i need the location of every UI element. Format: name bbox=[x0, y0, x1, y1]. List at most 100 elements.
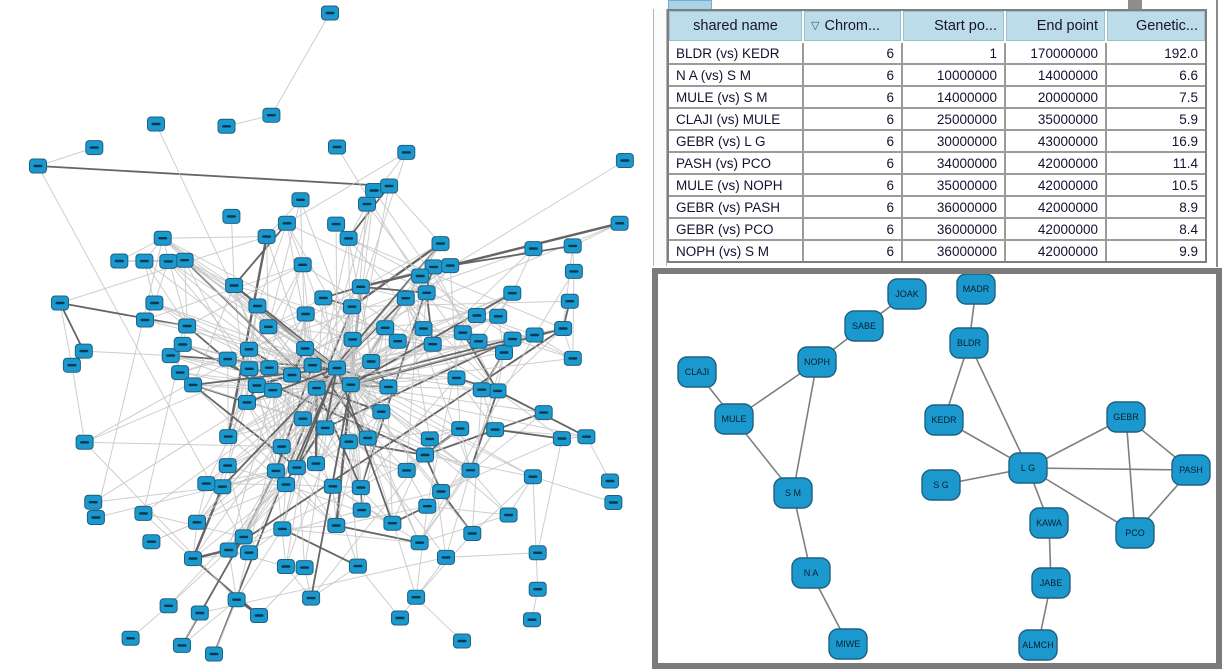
network-node[interactable] bbox=[341, 377, 360, 393]
network-node[interactable] bbox=[178, 318, 197, 334]
table-cell[interactable]: 36000000 bbox=[903, 241, 1006, 261]
network-node[interactable] bbox=[416, 447, 434, 463]
network-node[interactable] bbox=[339, 434, 358, 450]
network-edge[interactable] bbox=[168, 549, 230, 607]
network-edge[interactable] bbox=[310, 454, 426, 599]
network-edge[interactable] bbox=[230, 216, 235, 286]
hscroll-fragment[interactable] bbox=[1128, 0, 1142, 9]
network-node[interactable] bbox=[51, 295, 69, 311]
network-node-KAWA[interactable]: KAWA bbox=[1029, 507, 1069, 539]
network-edge[interactable] bbox=[285, 384, 352, 567]
network-edge[interactable] bbox=[445, 552, 538, 558]
network-node-SABE[interactable]: SABE bbox=[844, 310, 884, 342]
table-cell[interactable]: BLDR (vs) KEDR bbox=[669, 43, 804, 65]
network-node[interactable] bbox=[197, 476, 216, 492]
network-node[interactable] bbox=[525, 327, 544, 343]
network-node[interactable] bbox=[376, 320, 395, 336]
network-edge[interactable] bbox=[322, 297, 338, 369]
network-node[interactable] bbox=[293, 257, 312, 273]
network-edge[interactable] bbox=[257, 305, 338, 369]
column-header-start-po-[interactable]: Start po... bbox=[903, 11, 1006, 43]
network-node[interactable] bbox=[327, 216, 346, 232]
network-node[interactable] bbox=[250, 608, 268, 623]
overview-network-canvas[interactable] bbox=[0, 0, 652, 669]
network-node[interactable] bbox=[136, 312, 154, 328]
network-node[interactable] bbox=[503, 285, 522, 301]
network-node[interactable] bbox=[362, 354, 381, 369]
network-edge[interactable] bbox=[227, 343, 433, 438]
network-node[interactable] bbox=[314, 290, 333, 306]
network-edge[interactable] bbox=[282, 528, 420, 544]
network-edge[interactable] bbox=[228, 390, 274, 551]
network-edge[interactable] bbox=[316, 327, 386, 389]
network-edge[interactable] bbox=[440, 438, 563, 492]
network-node[interactable] bbox=[383, 515, 402, 531]
network-node[interactable] bbox=[218, 351, 237, 367]
network-node[interactable] bbox=[610, 215, 629, 231]
network-node[interactable] bbox=[495, 345, 513, 360]
network-node-SM[interactable]: S M bbox=[773, 477, 813, 509]
network-node[interactable] bbox=[287, 460, 306, 476]
network-node[interactable] bbox=[352, 502, 371, 518]
network-node[interactable] bbox=[238, 394, 256, 410]
network-edge[interactable] bbox=[336, 367, 394, 524]
network-edge[interactable] bbox=[305, 313, 372, 362]
network-node-ALMCH[interactable]: ALMCH bbox=[1018, 629, 1058, 661]
network-edge[interactable] bbox=[256, 223, 288, 307]
network-edge[interactable] bbox=[532, 476, 539, 590]
network-edge[interactable] bbox=[424, 411, 545, 456]
network-edge[interactable] bbox=[350, 377, 457, 386]
network-edge[interactable] bbox=[143, 387, 317, 514]
network-edge[interactable] bbox=[37, 147, 95, 167]
network-node[interactable] bbox=[420, 431, 439, 447]
table-row[interactable]: BLDR (vs) KEDR 6 1 170000000 192.0 bbox=[669, 43, 1205, 65]
network-edge[interactable] bbox=[315, 387, 362, 488]
network-node[interactable] bbox=[222, 208, 241, 224]
network-edge[interactable] bbox=[336, 367, 421, 543]
network-edge[interactable] bbox=[351, 242, 442, 308]
network-node-JOAK[interactable]: JOAK bbox=[887, 278, 927, 310]
network-edge[interactable] bbox=[270, 12, 331, 116]
network-edge[interactable] bbox=[336, 146, 428, 294]
network-edge[interactable] bbox=[360, 285, 427, 294]
table-cell[interactable]: 42000000 bbox=[1006, 175, 1107, 197]
network-node[interactable] bbox=[260, 360, 279, 376]
network-node[interactable] bbox=[411, 268, 430, 284]
network-node[interactable] bbox=[463, 526, 482, 541]
network-edge[interactable] bbox=[324, 367, 338, 429]
network-edge[interactable] bbox=[415, 596, 463, 642]
network-node[interactable] bbox=[276, 559, 295, 574]
network-node[interactable] bbox=[291, 192, 310, 208]
network-edge[interactable] bbox=[350, 328, 424, 386]
table-cell[interactable]: 6 bbox=[804, 219, 903, 241]
network-node[interactable] bbox=[171, 365, 190, 381]
network-edge[interactable] bbox=[316, 190, 375, 389]
network-node[interactable] bbox=[523, 469, 542, 485]
network-edge[interactable] bbox=[336, 367, 457, 379]
network-node[interactable] bbox=[302, 590, 321, 606]
network-node[interactable] bbox=[62, 357, 81, 373]
network-node[interactable] bbox=[414, 321, 433, 337]
network-edge[interactable] bbox=[286, 151, 407, 224]
table-cell[interactable]: 6 bbox=[804, 241, 903, 261]
network-edge[interactable] bbox=[184, 260, 188, 327]
table-cell[interactable]: CLAJI (vs) MULE bbox=[669, 109, 804, 131]
network-node[interactable] bbox=[391, 610, 409, 626]
table-cell[interactable]: 1 bbox=[903, 43, 1006, 65]
table-row[interactable]: NOPH (vs) S M 6 36000000 42000000 9.9 bbox=[669, 241, 1205, 261]
table-cell[interactable]: 6.6 bbox=[1107, 65, 1205, 87]
network-node[interactable] bbox=[323, 478, 342, 494]
network-node[interactable] bbox=[499, 507, 518, 523]
network-node[interactable] bbox=[134, 505, 153, 521]
table-cell[interactable]: MULE (vs) NOPH bbox=[669, 175, 804, 197]
network-node[interactable] bbox=[234, 529, 253, 545]
network-edge[interactable] bbox=[59, 302, 188, 327]
network-node[interactable] bbox=[227, 592, 246, 608]
network-edge[interactable] bbox=[162, 238, 188, 327]
table-cell[interactable]: 6 bbox=[804, 43, 903, 65]
network-node[interactable] bbox=[328, 139, 346, 155]
network-node-JABE[interactable]: JABE bbox=[1031, 567, 1071, 599]
network-edge[interactable] bbox=[196, 384, 352, 523]
table-cell[interactable]: 16.9 bbox=[1107, 131, 1205, 153]
table-row[interactable]: MULE (vs) S M 6 14000000 20000000 7.5 bbox=[669, 87, 1205, 109]
